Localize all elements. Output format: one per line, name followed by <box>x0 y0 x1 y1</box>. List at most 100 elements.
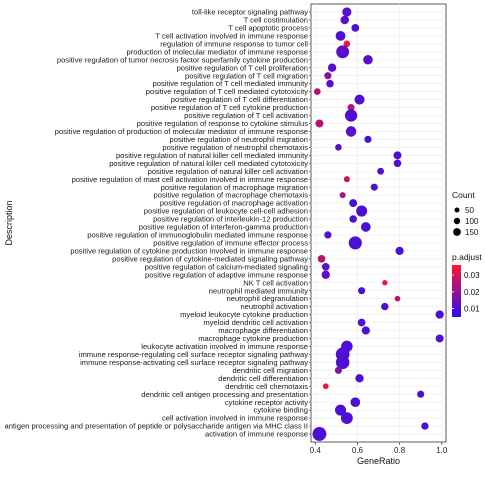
term-label: leukocyte activation involved in immune … <box>141 342 308 351</box>
x-tick-label: 1.0 <box>436 446 448 455</box>
p-adjust-legend-title: p.adjust <box>452 252 482 262</box>
term-label: neutrophil degranulation <box>227 294 309 303</box>
term-label: myeloid dendritic cell activation <box>203 318 308 327</box>
data-point <box>335 30 346 41</box>
data-point <box>312 427 327 441</box>
x-axis-title: GeneRatio <box>357 456 400 466</box>
term-label: positive regulation of leukocyte cell-ce… <box>144 207 308 216</box>
data-point <box>344 109 358 122</box>
p-adjust-legend-label: 0.02 <box>464 288 480 297</box>
count-legend: Count 50 100 150 <box>452 190 479 237</box>
term-label: dendritic cell chemotaxis <box>225 382 308 391</box>
data-point <box>363 54 373 65</box>
term-label: regulation of immune response to tumor c… <box>160 39 308 48</box>
term-label: macrophage differentiation <box>218 326 308 335</box>
data-point <box>345 126 357 137</box>
term-label: T cell activation involved in immune res… <box>155 31 308 40</box>
x-tick-label: 0.8 <box>394 446 406 455</box>
data-point <box>349 199 358 208</box>
data-point <box>382 280 388 286</box>
data-point <box>361 222 371 232</box>
data-point <box>321 270 330 279</box>
term-label: cytokine receptor activity <box>225 398 308 407</box>
term-label: dendritic cell differentiation <box>218 374 308 383</box>
data-point <box>381 302 389 311</box>
data-point <box>348 236 362 250</box>
data-point <box>335 355 350 370</box>
term-label: positive regulation of neutrophil migrat… <box>170 135 308 144</box>
grid-lines <box>311 4 446 442</box>
term-label: neutrophil mediated immunity <box>209 286 308 295</box>
term-label: antigen processing and presentation of p… <box>4 422 308 431</box>
data-point <box>394 295 401 302</box>
term-label: positive regulation of neutrophil chemot… <box>162 143 308 152</box>
term-label: positive regulation of macrophage chemot… <box>154 191 309 200</box>
term-label: myeloid leukocyte cytokine production <box>180 310 308 319</box>
term-label: T cell costimulation <box>244 16 308 25</box>
data-point <box>351 24 360 32</box>
term-label: positive regulation of cytokine producti… <box>70 246 308 255</box>
p-adjust-legend: p.adjust 0.01 0.02 0.03 <box>452 252 482 317</box>
count-legend-dot <box>453 228 461 236</box>
term-label: positive regulation of T cell mediated i… <box>153 79 309 88</box>
data-point <box>395 246 404 255</box>
data-point <box>357 318 366 327</box>
data-point <box>393 151 402 160</box>
term-label: positive regulation of T cell mediated c… <box>146 87 308 96</box>
data-point <box>355 374 364 383</box>
term-label: positive regulation of macrophage activa… <box>160 199 308 208</box>
term-label: cytokine binding <box>254 406 308 415</box>
term-label: T cell apoptotic process <box>228 24 308 33</box>
data-point <box>354 94 365 105</box>
data-point <box>334 404 347 416</box>
p-adjust-legend-label: 0.01 <box>464 305 480 314</box>
count-legend-label: 150 <box>465 228 479 237</box>
data-point <box>370 183 378 191</box>
panel-border <box>310 3 447 443</box>
term-label: positive regulation of macrophage migrat… <box>161 183 308 192</box>
data-point <box>356 205 368 217</box>
term-label: cell activation involved in immune respo… <box>162 414 308 423</box>
term-label: immune response-activating cell surface … <box>80 358 308 367</box>
term-label: positive regulation of tumor necrosis fa… <box>57 55 308 64</box>
data-point <box>377 167 385 175</box>
data-point <box>361 326 370 335</box>
term-label: NK T cell activation <box>243 278 308 287</box>
term-label: positive regulation of production of mol… <box>55 127 308 136</box>
term-label: positive regulation of cytokine-mediated… <box>112 254 308 263</box>
data-point <box>326 79 334 88</box>
term-label: positive regulation of T cell migration <box>185 71 308 80</box>
term-label: toll-like receptor signaling pathway <box>192 8 308 17</box>
term-label: production of molecular mediator of immu… <box>127 47 309 56</box>
count-legend-dot <box>453 217 461 225</box>
data-point <box>358 287 366 295</box>
data-point <box>349 215 357 223</box>
data-points <box>312 7 444 441</box>
data-point <box>334 366 342 374</box>
term-label: positive regulation of T cell proliferat… <box>177 63 308 72</box>
data-point <box>393 159 402 168</box>
term-label: positive regulation of mast cell activat… <box>72 175 308 184</box>
term-label: positive regulation of immunoglobulin me… <box>87 231 308 240</box>
count-legend-title: Count <box>452 190 475 200</box>
data-point <box>317 255 326 263</box>
data-point <box>322 383 329 390</box>
term-label: positive regulation of natural killer ce… <box>109 159 308 168</box>
data-point <box>347 103 355 112</box>
plot-panel <box>310 3 447 443</box>
term-label: macrophage cytokine production <box>198 334 308 343</box>
data-point <box>324 231 332 239</box>
data-point <box>335 144 342 151</box>
data-point <box>324 72 332 80</box>
term-label: positive regulation of T cell cytokine p… <box>151 103 308 112</box>
p-adjust-colorbar <box>452 265 461 317</box>
data-point <box>339 192 346 199</box>
x-tick-label: 0.4 <box>310 446 322 455</box>
data-point <box>435 310 444 319</box>
term-label: positive regulation of adaptive immune r… <box>145 270 308 279</box>
data-point <box>343 176 350 183</box>
y-axis-title: Description <box>4 200 14 245</box>
data-point <box>417 390 425 398</box>
count-legend-label: 50 <box>465 206 474 215</box>
